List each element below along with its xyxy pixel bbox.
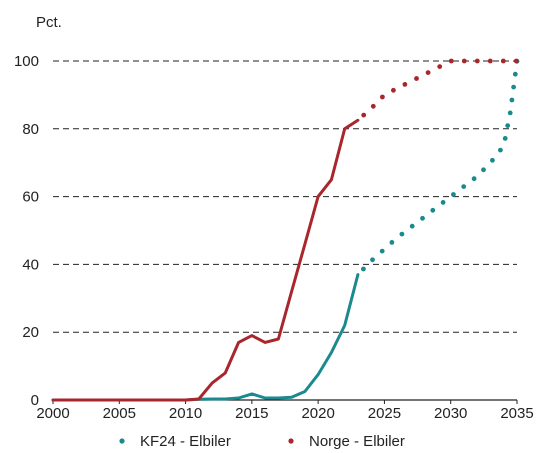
projection-dot-norge [361,112,367,118]
y-axis-label: Pct. [36,14,62,31]
x-tick-label: 2005 [103,405,136,422]
legend-marker-kf24 [119,438,125,444]
series-line-kf24 [51,273,360,402]
y-tick-label: 20 [22,324,39,341]
x-tick-label: 2000 [36,405,69,422]
projection-dot-norge [500,58,506,64]
projection-dot-norge [414,76,419,81]
y-tick-labels: 0 20 40 60 80 100 [14,53,39,409]
x-tick-label: 2010 [169,405,202,422]
y-tick-label: 0 [31,392,39,409]
projection-dot-kf24 [512,71,518,77]
projection-dot-norge [402,82,408,87]
y-tick-label: 100 [14,53,39,70]
legend: KF24 - Elbiler Norge - Elbiler [119,433,405,450]
projection-dot-kf24 [389,240,395,245]
projection-dot-kf24 [509,97,515,103]
projection-dot-kf24 [511,84,516,90]
projection-dot-kf24 [490,157,495,163]
projection-dot-kf24 [430,207,436,213]
legend-marker-norge [288,438,294,444]
series-group [51,58,520,402]
projection-dot-kf24 [498,147,503,153]
projection-dot-norge [461,58,467,64]
x-tick-label: 2030 [434,405,467,422]
projection-dot-norge [448,58,454,64]
projection-dot-kf24 [409,223,415,229]
projection-dot-kf24 [440,200,446,205]
x-tick-label: 2020 [301,405,334,422]
projection-dot-norge [391,87,396,93]
legend-label-kf24: KF24 - Elbiler [140,433,231,450]
series-line-norge [51,118,360,402]
x-tick-label: 2015 [235,405,268,422]
projection-dot-kf24 [481,167,486,173]
projection-dot-norge [487,58,493,64]
y-tick-label: 80 [22,121,39,138]
gridlines [53,60,517,333]
projection-dot-norge [370,103,376,109]
projection-dot-kf24 [461,184,467,190]
x-tick-label: 2025 [368,405,401,422]
x-tick-label: 2035 [500,405,533,422]
projection-dot-norge [425,70,431,75]
x-tick-labels: 2000 2005 2010 2015 2020 2025 2030 2035 [36,400,534,422]
projection-dot-kf24 [451,192,456,197]
projection-dot-norge [474,58,480,64]
projection-dot-kf24 [361,266,366,272]
y-tick-label: 60 [22,189,39,206]
y-tick-label: 40 [22,256,39,273]
projection-dot-norge [437,64,443,69]
projection-dot-kf24 [420,215,425,221]
projection-dot-kf24 [379,248,385,254]
projection-dot-kf24 [471,176,477,182]
projection-dot-norge [513,58,519,64]
projection-dot-kf24 [502,136,508,141]
projection-dot-kf24 [507,110,513,116]
projection-dot-kf24 [370,257,375,263]
projection-dot-kf24 [399,231,405,237]
projection-dot-norge [380,94,385,100]
projection-dot-kf24 [505,123,511,128]
legend-label-norge: Norge - Elbiler [309,433,405,450]
